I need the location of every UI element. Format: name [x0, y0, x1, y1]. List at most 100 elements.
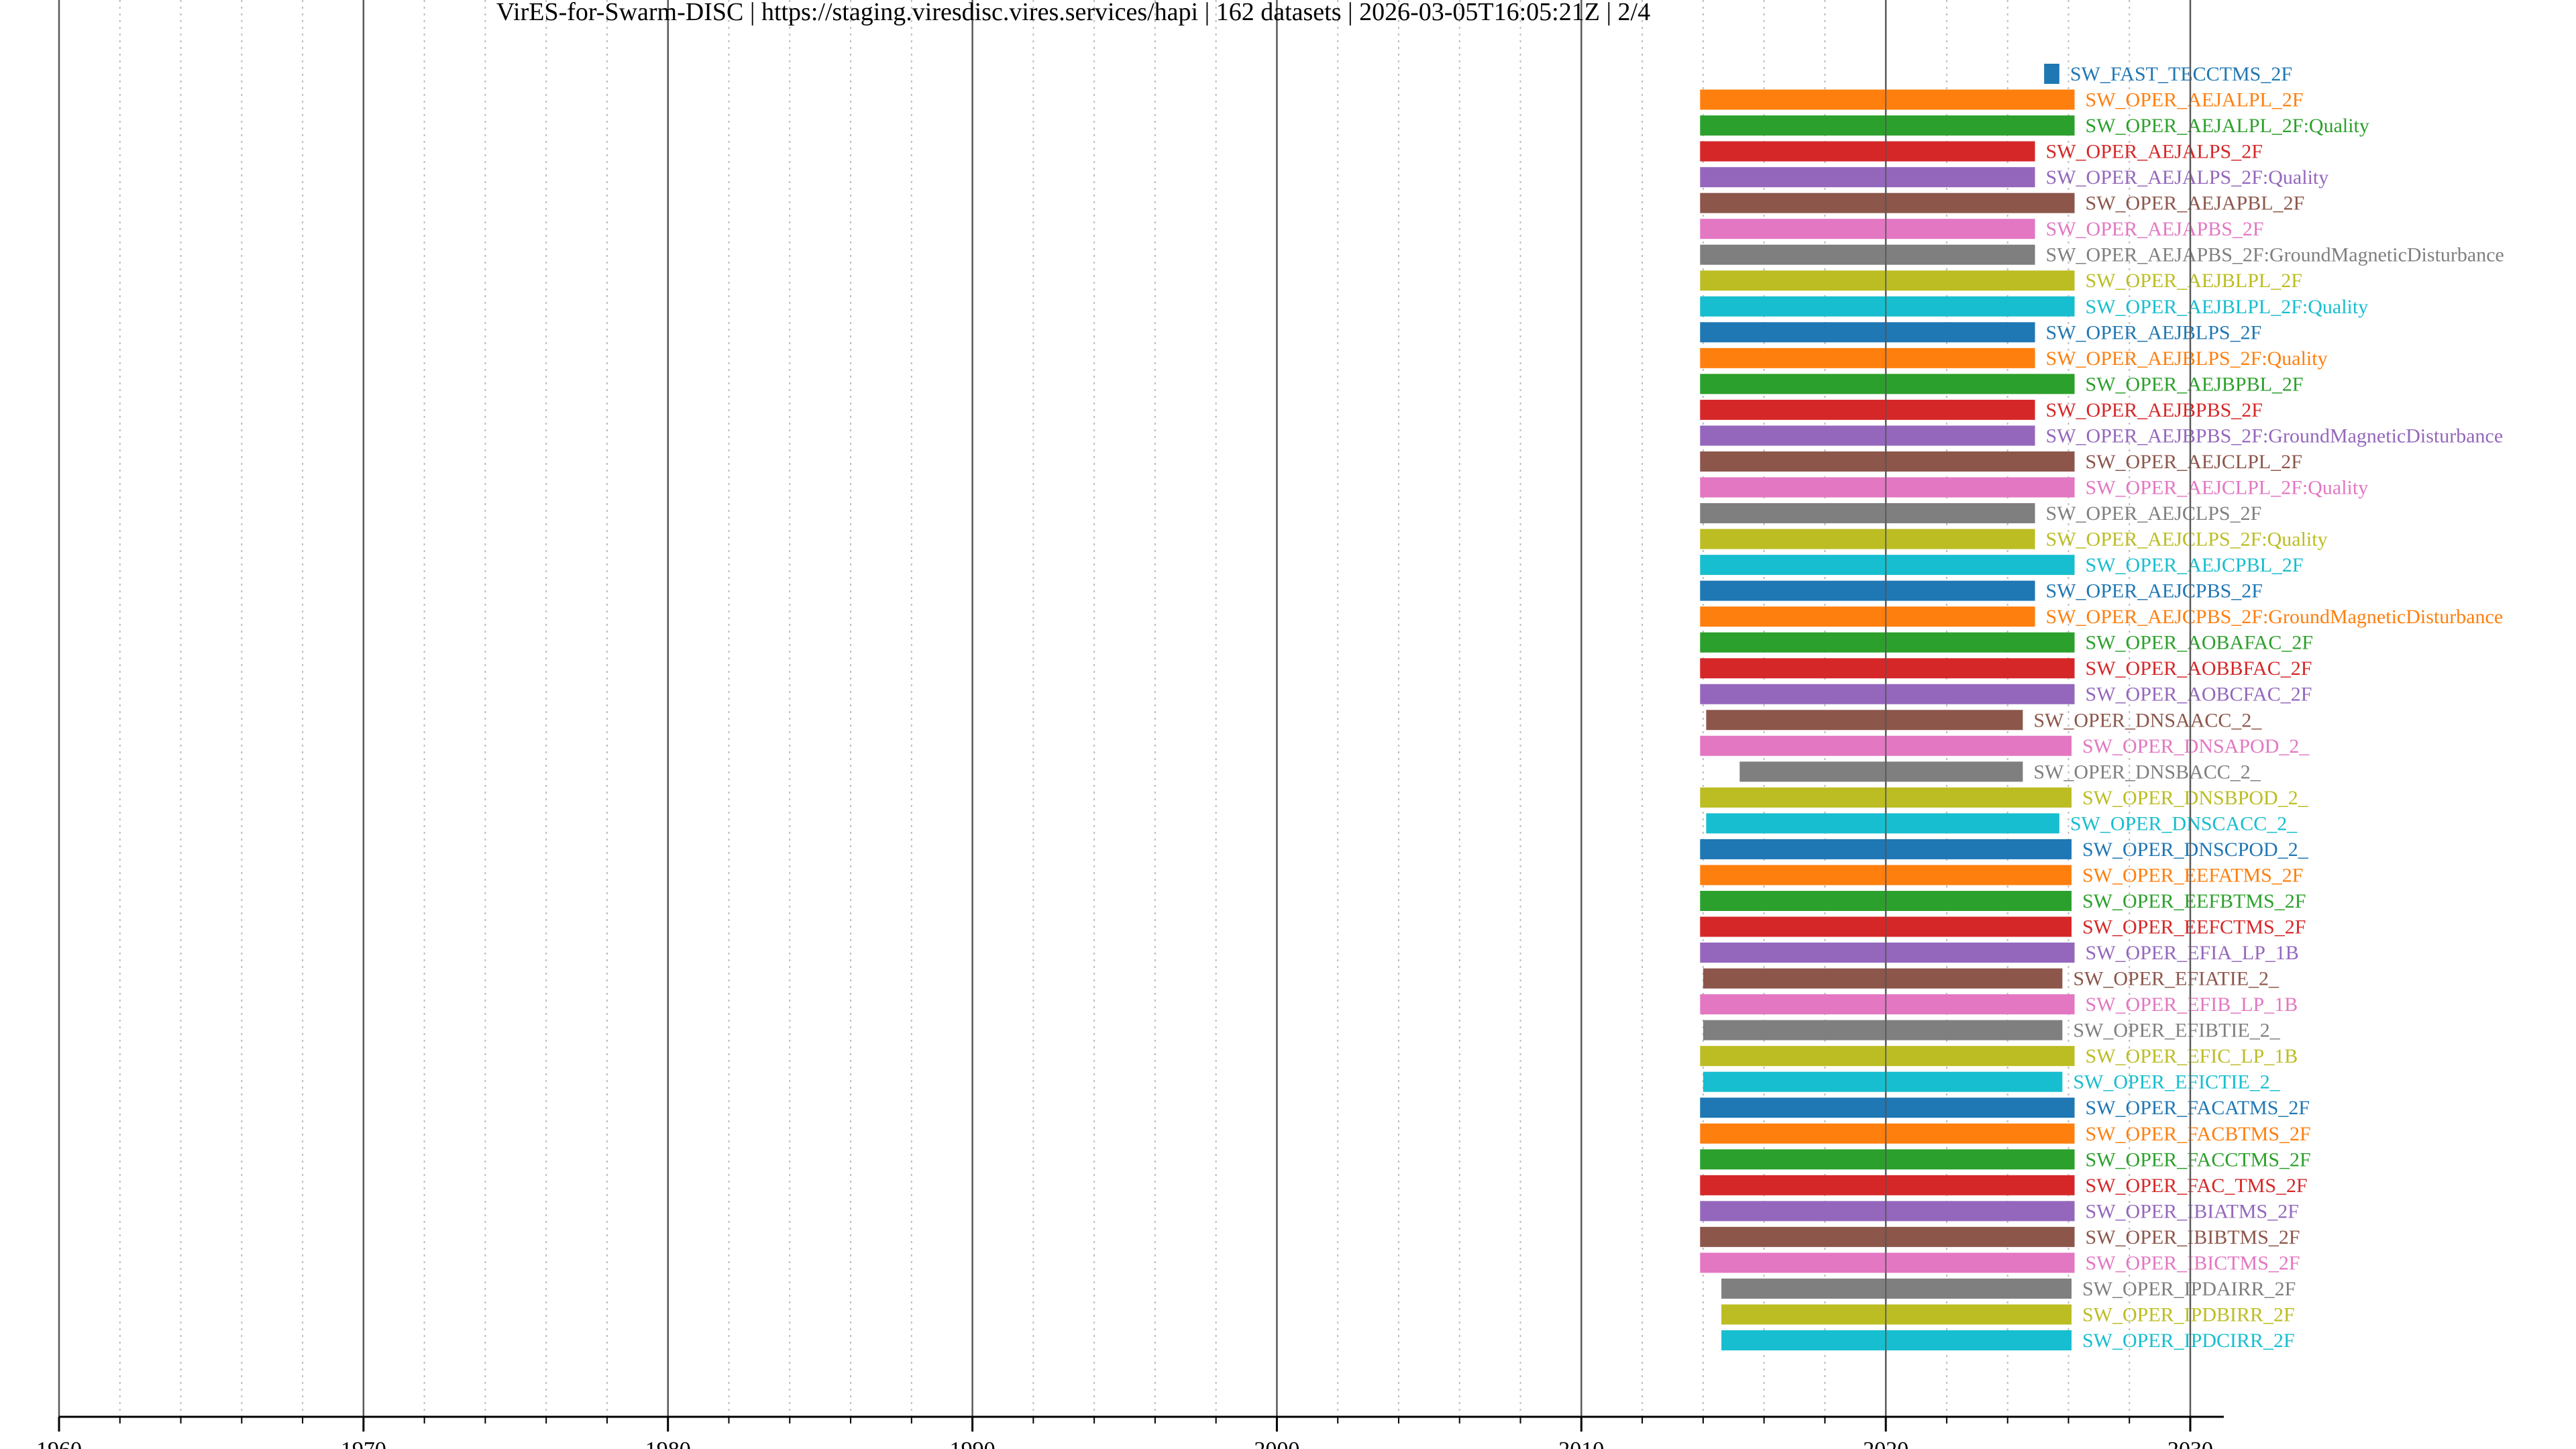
timeline-bar: [2044, 64, 2059, 84]
timeline-bar: [1700, 244, 2035, 265]
timeline-bar: [1700, 684, 2075, 704]
bar-label: SW_OPER_DNSCACC_2_: [2070, 812, 2298, 835]
bar-label: SW_OPER_AEJBLPL_2F: [2086, 270, 2302, 292]
timeline-bar: [1700, 555, 2075, 576]
bar-label: SW_OPER_EFIATIE_2_: [2073, 968, 2279, 990]
bar-label: SW_OPER_AEJALPL_2F: [2086, 89, 2304, 111]
timeline-bar: [1700, 1149, 2075, 1170]
bar-label: SW_OPER_AOBAFAC_2F: [2086, 632, 2314, 654]
timeline-bar: [1700, 347, 2035, 368]
chart-title: VirES-for-Swarm-DISC | https://staging.v…: [496, 0, 1650, 26]
timeline-bar: [1700, 167, 2035, 188]
timeline-bar: [1700, 1252, 2075, 1273]
x-tick-label: 2000: [1254, 1438, 1299, 1449]
timeline-bar: [1706, 813, 2059, 834]
timeline-bar: [1700, 1226, 2075, 1247]
timeline-bar: [1700, 994, 2075, 1015]
bar-label: SW_OPER_AEJALPS_2F:Quality: [2046, 166, 2329, 189]
timeline-bar: [1700, 943, 2075, 963]
bar-label: SW_OPER_AEJBPBL_2F: [2086, 373, 2304, 395]
bar-label: SW_OPER_IPDCIRR_2F: [2082, 1330, 2295, 1352]
bar-label: SW_OPER_EFICTIE_2_: [2073, 1071, 2280, 1093]
timeline-bar: [1700, 1046, 2075, 1067]
bar-label: SW_OPER_EEFCTMS_2F: [2082, 916, 2306, 938]
bar-label: SW_OPER_AEJAPBS_2F: [2046, 218, 2264, 240]
bar-label: SW_OPER_IBIBTMS_2F: [2086, 1226, 2300, 1248]
bar-label: SW_OPER_AEJCLPS_2F:Quality: [2046, 529, 2328, 551]
timeline-bar: [1700, 399, 2035, 420]
bar-label: SW_OPER_AEJBPBS_2F:GroundMagneticDisturb…: [2046, 425, 2504, 447]
bar-label: SW_OPER_AEJBLPL_2F:Quality: [2086, 296, 2369, 318]
timeline-bar: [1739, 761, 2023, 782]
timeline-bar: [1700, 606, 2035, 627]
timeline-bar: [1721, 1330, 2072, 1350]
timeline-bar: [1700, 1175, 2075, 1195]
x-axis: 1960 1970 1980 1990 2000 2010 2020 2030: [36, 0, 2224, 1449]
bar-label: SW_OPER_DNSBACC_2_: [2033, 761, 2261, 783]
x-tick-label: 1990: [950, 1438, 996, 1449]
bar-label: SW_OPER_FACATMS_2F: [2086, 1097, 2310, 1119]
timeline-bar: [1700, 270, 2075, 291]
bar-label: SW_OPER_AEJBPBS_2F: [2046, 399, 2263, 421]
x-tick-label: 1970: [341, 1438, 386, 1449]
bar-label: SW_OPER_DNSAPOD_2_: [2082, 735, 2310, 757]
bar-label: SW_OPER_FAC_TMS_2F: [2086, 1175, 2308, 1197]
timeline-bar: [1700, 1097, 2075, 1118]
bar-label: SW_OPER_IBICTMS_2F: [2086, 1252, 2300, 1274]
bar-label: SW_OPER_AEJCLPS_2F: [2046, 502, 2262, 525]
timeline-bar: [1700, 322, 2035, 343]
bar-label: SW_OPER_DNSBPOD_2_: [2082, 787, 2309, 809]
bar-label: SW_OPER_DNSCPOD_2_: [2082, 839, 2309, 861]
bar-label: SW_OPER_AEJBLPS_2F:Quality: [2046, 347, 2328, 370]
bar-label: SW_OPER_AOBBFAC_2F: [2086, 657, 2312, 680]
bar-label: SW_OPER_AEJALPL_2F:Quality: [2086, 115, 2369, 137]
timeline-bar: [1700, 451, 2075, 472]
timeline-bar: [1700, 1201, 2075, 1222]
bar-labels: SW_FAST_TECCTMS_2F SW_OPER_AEJALPL_2F SW_O…: [2033, 63, 2504, 1352]
timeline-bar: [1700, 658, 2075, 679]
bar-label: SW_OPER_AEJBLPS_2F: [2046, 321, 2262, 343]
bar-label: SW_OPER_IPDAIRR_2F: [2082, 1278, 2296, 1300]
x-tick-label: 2020: [1863, 1438, 1909, 1449]
bar-label: SW_OPER_AEJCLPL_2F:Quality: [2086, 476, 2369, 498]
bar-label: SW_OPER_AEJCLPL_2F: [2086, 451, 2302, 473]
bar-label: SW_OPER_DNSAACC_2_: [2033, 709, 2262, 731]
bar-label: SW_OPER_EFIBTIE_2_: [2073, 1020, 2280, 1042]
timeline-bar: [1700, 477, 2075, 498]
x-tick-label: 2030: [2167, 1438, 2213, 1449]
bar-label: SW_OPER_EFIA_LP_1B: [2086, 942, 2299, 964]
timeline-bar: [1721, 1304, 2072, 1325]
bar-label: SW_OPER_AEJAPBS_2F:GroundMagneticDisturb…: [2046, 244, 2504, 266]
timeline-bar: [1700, 632, 2075, 653]
bar-label: SW_OPER_EFIB_LP_1B: [2086, 994, 2298, 1016]
bar-label: SW_OPER_AOBCFAC_2F: [2086, 684, 2312, 706]
timeline-bar: [1721, 1278, 2072, 1299]
timeline-bar: [1700, 1123, 2075, 1144]
timeline-bar: [1700, 219, 2035, 239]
x-tick-label: 1960: [36, 1438, 82, 1449]
timeline-bar: [1700, 425, 2035, 446]
bar-label: SW_OPER_EFIC_LP_1B: [2086, 1045, 2298, 1067]
x-tick-label: 2010: [1558, 1438, 1604, 1449]
timeline-bar: [1700, 503, 2035, 524]
timeline-bar: [1703, 968, 2063, 989]
bar-label: SW_OPER_EEFATMS_2F: [2082, 864, 2304, 886]
bar-label: SW_OPER_EEFBTMS_2F: [2082, 890, 2306, 912]
bar-label: SW_OPER_AEJCPBL_2F: [2086, 554, 2304, 576]
bar-label: SW_FAST_TECCTMS_2F: [2070, 63, 2292, 85]
timeline-bar: [1700, 193, 2075, 213]
bar-label: SW_OPER_IBIATMS_2F: [2086, 1200, 2299, 1222]
bar-label: SW_OPER_AEJCPBS_2F: [2046, 580, 2263, 602]
timeline-bar: [1700, 529, 2035, 549]
timeline-bar: [1700, 89, 2075, 110]
x-tick-label: 1980: [645, 1438, 691, 1449]
timeline-bar: [1700, 296, 2075, 317]
timeline-bar: [1700, 374, 2075, 394]
timeline-bar: [1700, 141, 2035, 162]
bar-label: SW_OPER_AEJAPBL_2F: [2086, 193, 2305, 215]
timeline-bar: [1700, 115, 2075, 136]
bar-label: SW_OPER_AEJCPBS_2F:GroundMagneticDisturb…: [2046, 606, 2504, 628]
timeline-bar: [1700, 580, 2035, 601]
